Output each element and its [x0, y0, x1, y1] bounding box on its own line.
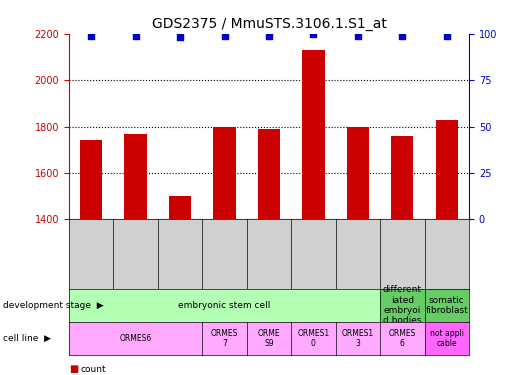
- Bar: [347, 127, 369, 375]
- Text: count: count: [81, 364, 106, 374]
- Text: ■: ■: [69, 364, 78, 374]
- Point: [309, 31, 317, 37]
- Text: somatic
fibroblast: somatic fibroblast: [426, 296, 468, 315]
- Point: [354, 33, 362, 39]
- Text: embryonic stem cell: embryonic stem cell: [178, 301, 271, 310]
- Point: [398, 33, 407, 39]
- Bar: [125, 134, 147, 375]
- Bar: [436, 120, 458, 375]
- Text: ORMES1
0: ORMES1 0: [297, 328, 330, 348]
- Text: cell line  ▶: cell line ▶: [3, 334, 51, 343]
- Point: [265, 33, 273, 39]
- Bar: [258, 129, 280, 375]
- Bar: [169, 196, 191, 375]
- Text: ORMES6: ORMES6: [119, 334, 152, 343]
- Bar: [214, 127, 236, 375]
- Bar: [391, 136, 413, 375]
- Point: [87, 33, 95, 39]
- Point: [443, 33, 451, 39]
- Text: different
iated
embryoi
d bodies: different iated embryoi d bodies: [383, 285, 422, 326]
- Text: not appli
cable: not appli cable: [430, 328, 464, 348]
- Text: development stage  ▶: development stage ▶: [3, 301, 103, 310]
- Point: [220, 33, 229, 39]
- Text: ORMES
7: ORMES 7: [211, 328, 238, 348]
- Title: GDS2375 / MmuSTS.3106.1.S1_at: GDS2375 / MmuSTS.3106.1.S1_at: [152, 17, 386, 32]
- Text: ORMES
6: ORMES 6: [388, 328, 416, 348]
- Bar: [302, 50, 324, 375]
- Point: [131, 33, 140, 39]
- Point: [176, 34, 184, 40]
- Text: ORME
S9: ORME S9: [258, 328, 280, 348]
- Text: ORMES1
3: ORMES1 3: [342, 328, 374, 348]
- Bar: [80, 141, 102, 375]
